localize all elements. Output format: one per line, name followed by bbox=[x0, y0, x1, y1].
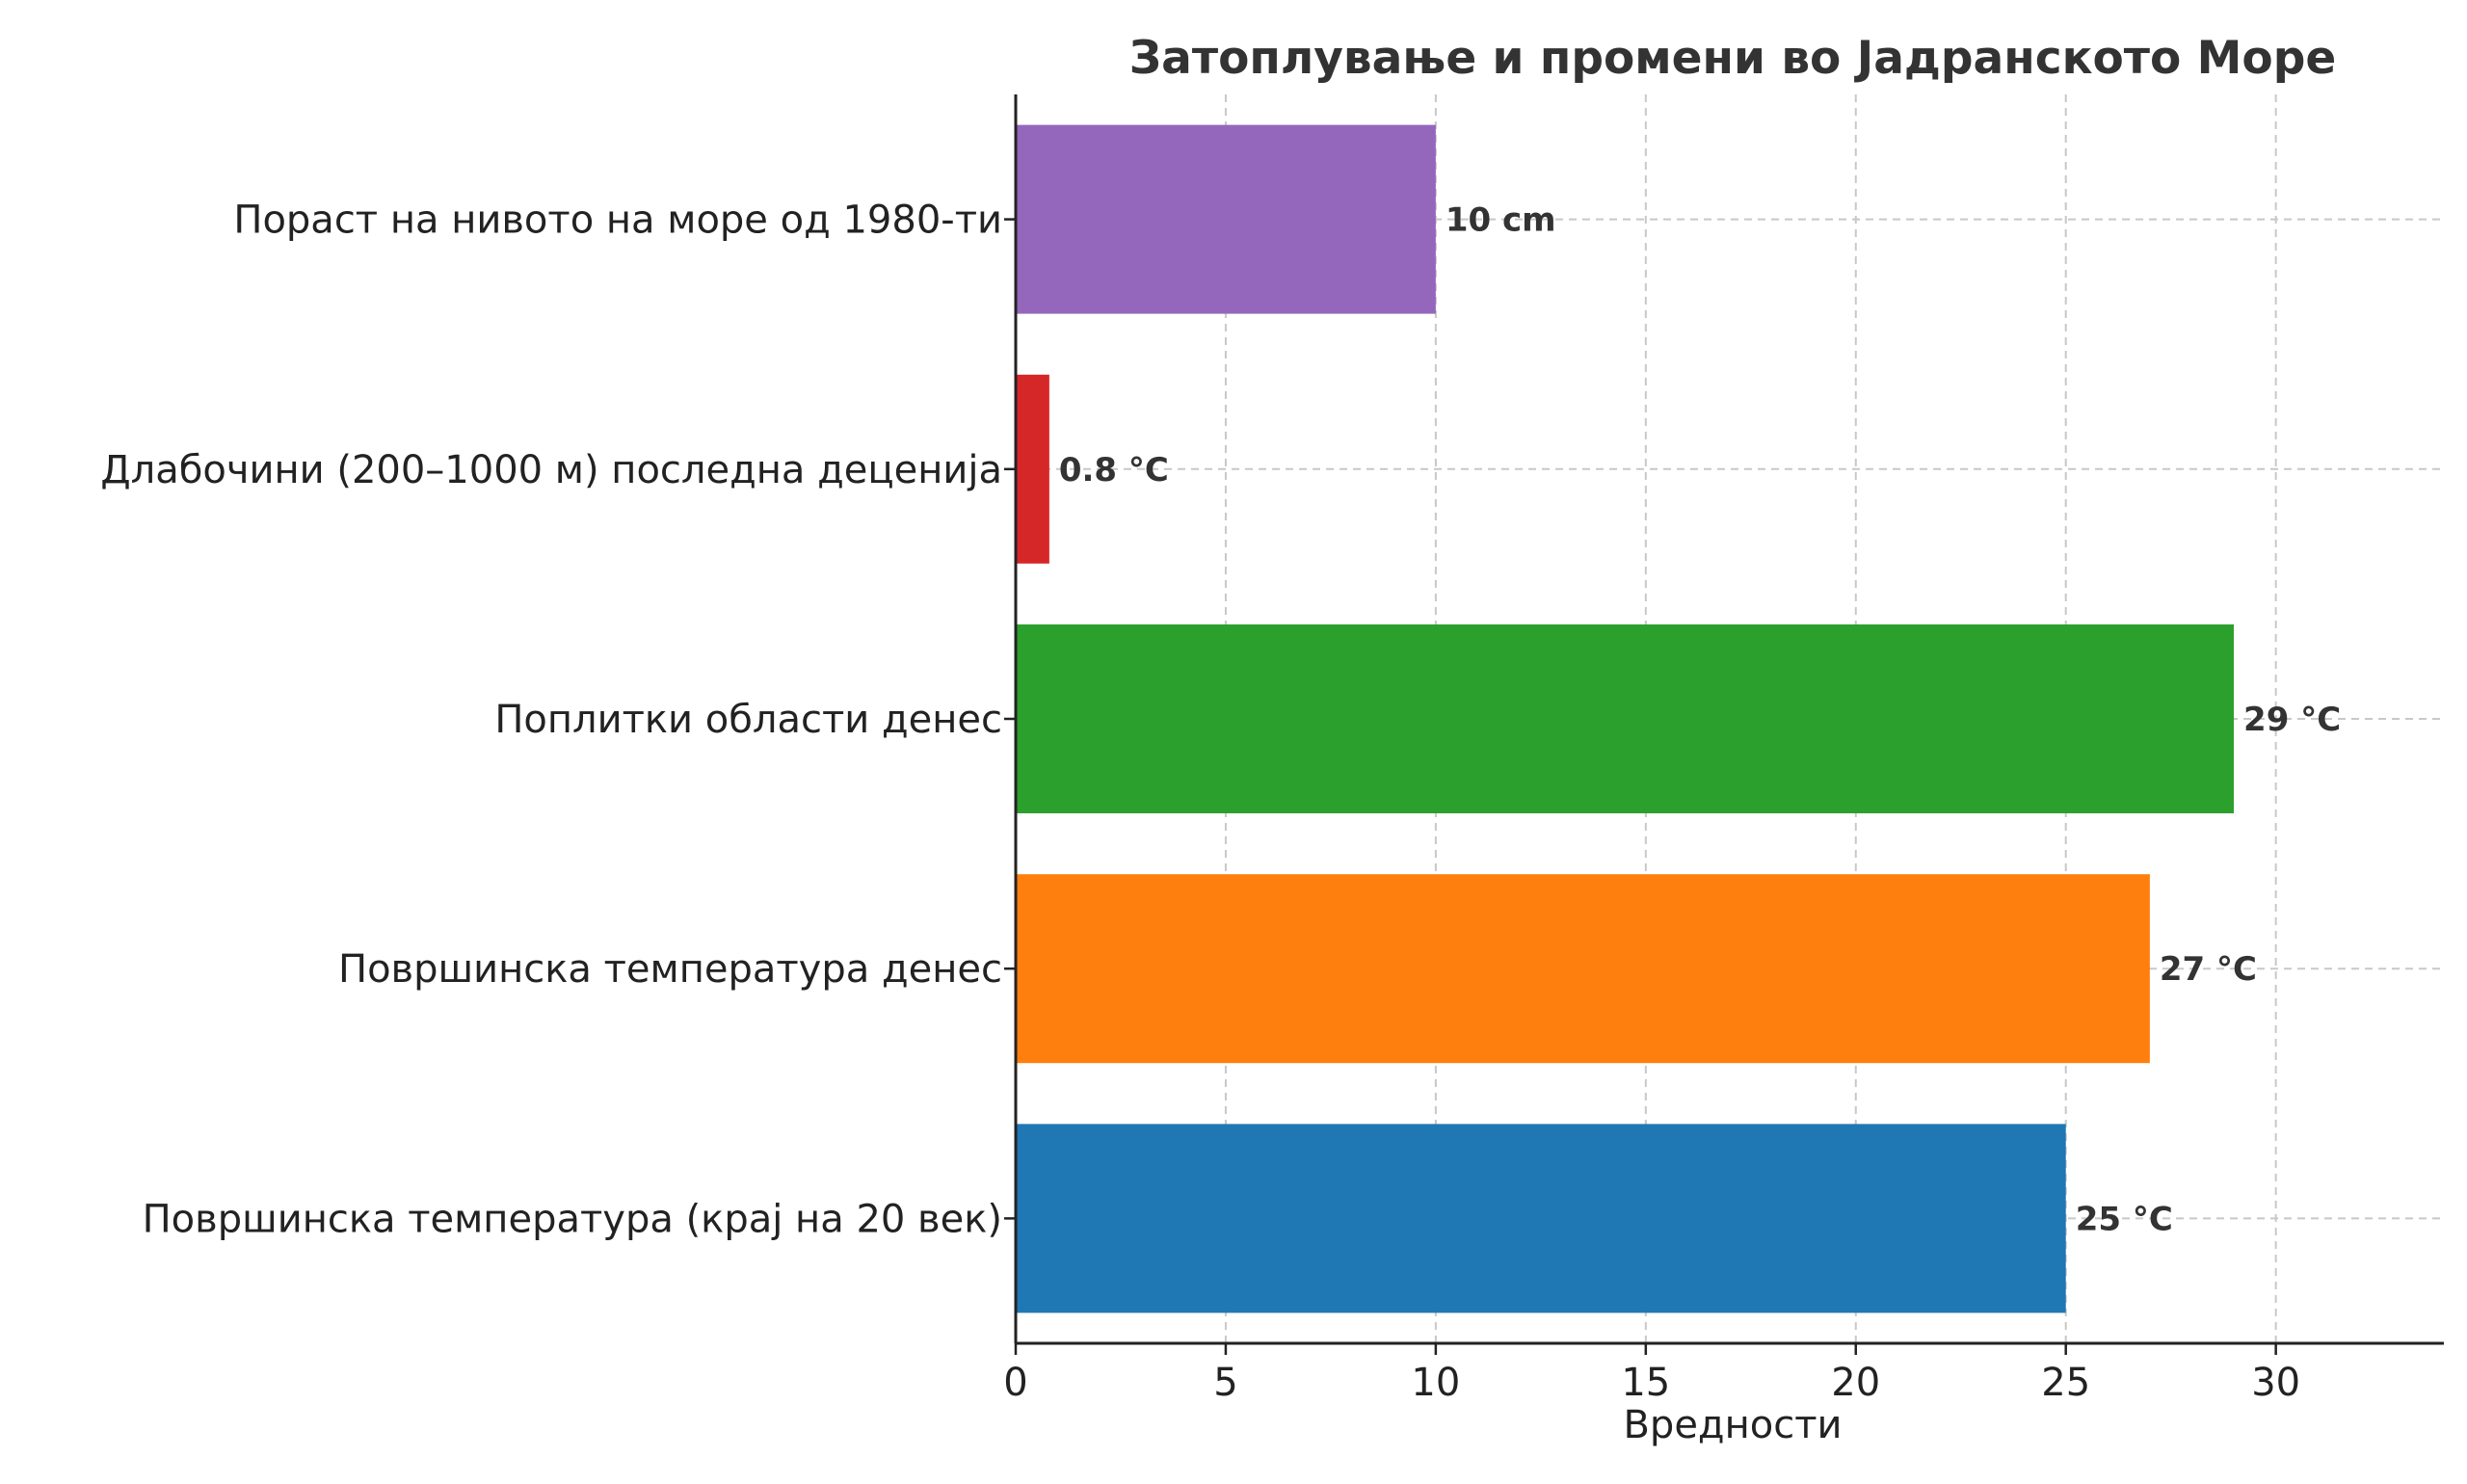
x-tick-label: 15 bbox=[1621, 1361, 1670, 1405]
x-tick-label: 25 bbox=[2041, 1361, 2090, 1405]
bar-value-label: 27 °C bbox=[2160, 950, 2257, 989]
bar bbox=[1016, 374, 1049, 564]
bar bbox=[1016, 874, 2150, 1064]
category-label: Длабочини (200–1000 м) последна деценија bbox=[100, 448, 1002, 492]
x-tick-label: 5 bbox=[1213, 1361, 1237, 1405]
data-labels: 25 °C 27 °C 29 °C 0.8 °C 10 cm bbox=[1059, 201, 2341, 1239]
x-tick-label: 10 bbox=[1411, 1361, 1460, 1405]
x-tick-label: 0 bbox=[1003, 1361, 1027, 1405]
category-label: Површинска температура денес bbox=[338, 947, 1002, 992]
bar bbox=[1016, 624, 2235, 813]
category-label: Пораст на нивото на море од 1980-ти bbox=[233, 199, 1002, 243]
bar-value-label: 0.8 °C bbox=[1059, 451, 1169, 490]
chart-title: Затоплување и промени во Јадранското Мор… bbox=[1129, 32, 2336, 85]
bar bbox=[1016, 1124, 2066, 1313]
bar-value-label: 10 cm bbox=[1446, 201, 1556, 240]
x-axis-label: Вредности bbox=[1623, 1403, 1842, 1447]
category-label: Површинска температура (крај на 20 век) bbox=[143, 1197, 1002, 1241]
x-tick-label: 20 bbox=[1831, 1361, 1880, 1405]
x-axis-ticks: 0 5 10 15 20 25 30 bbox=[1003, 1343, 2300, 1405]
bar-value-label: 25 °C bbox=[2076, 1200, 2173, 1238]
category-label: Поплитки области денес bbox=[494, 698, 1002, 742]
bar-value-label: 29 °C bbox=[2243, 701, 2341, 739]
x-tick-label: 30 bbox=[2251, 1361, 2300, 1405]
bar bbox=[1016, 124, 1436, 314]
y-axis-ticks: Површинска температура (крај на 20 век) П… bbox=[100, 199, 1016, 1241]
bars bbox=[1016, 124, 2235, 1313]
